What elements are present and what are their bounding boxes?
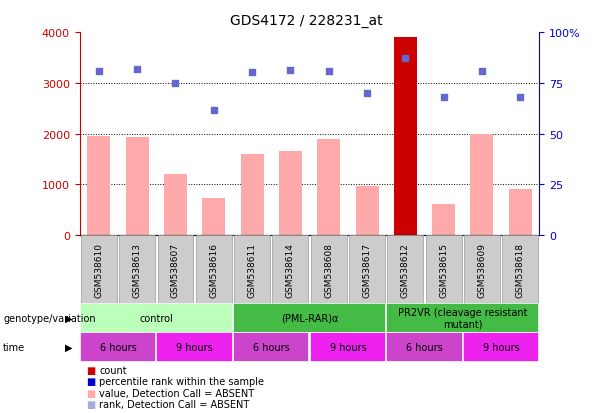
Text: GSM538614: GSM538614 xyxy=(286,242,295,297)
Text: 9 hours: 9 hours xyxy=(330,342,366,352)
Point xyxy=(209,108,219,114)
Text: 6 hours: 6 hours xyxy=(253,342,289,352)
Text: count: count xyxy=(99,365,127,375)
Bar xyxy=(279,152,302,235)
Bar xyxy=(394,38,417,235)
Text: 9 hours: 9 hours xyxy=(177,342,213,352)
Text: ■: ■ xyxy=(86,399,95,409)
Bar xyxy=(471,135,493,235)
Text: 6 hours: 6 hours xyxy=(406,342,443,352)
Text: GSM538608: GSM538608 xyxy=(324,242,333,297)
Text: ▶: ▶ xyxy=(65,313,72,323)
Point xyxy=(286,68,295,74)
Text: GSM538617: GSM538617 xyxy=(362,242,371,297)
Bar xyxy=(126,138,149,235)
Text: value, Detection Call = ABSENT: value, Detection Call = ABSENT xyxy=(99,388,254,398)
Text: rank, Detection Call = ABSENT: rank, Detection Call = ABSENT xyxy=(99,399,249,409)
Text: ▶: ▶ xyxy=(65,342,72,352)
Text: 6 hours: 6 hours xyxy=(100,342,136,352)
Point xyxy=(170,81,180,88)
Text: GSM538610: GSM538610 xyxy=(94,242,104,297)
Text: GSM538609: GSM538609 xyxy=(478,242,487,297)
Point xyxy=(439,94,449,101)
Text: ■: ■ xyxy=(86,376,95,386)
Text: ■: ■ xyxy=(86,388,95,398)
Text: GDS4172 / 228231_at: GDS4172 / 228231_at xyxy=(230,14,383,28)
Text: GSM538615: GSM538615 xyxy=(439,242,448,297)
Text: GSM538611: GSM538611 xyxy=(248,242,257,297)
Text: ■: ■ xyxy=(86,365,95,375)
Point xyxy=(132,66,142,73)
Point xyxy=(94,69,104,75)
Bar xyxy=(432,204,455,235)
Text: 9 hours: 9 hours xyxy=(483,342,519,352)
Point xyxy=(324,69,333,75)
Text: GSM538616: GSM538616 xyxy=(209,242,218,297)
Text: genotype/variation: genotype/variation xyxy=(3,313,96,323)
Bar xyxy=(202,199,226,235)
Bar xyxy=(87,137,110,235)
Point xyxy=(516,94,525,101)
Point xyxy=(400,55,410,62)
Text: PR2VR (cleavage resistant
mutant): PR2VR (cleavage resistant mutant) xyxy=(398,307,528,329)
Text: (PML-RAR)α: (PML-RAR)α xyxy=(281,313,338,323)
Bar xyxy=(356,187,379,235)
Text: GSM538612: GSM538612 xyxy=(401,242,410,297)
Text: percentile rank within the sample: percentile rank within the sample xyxy=(99,376,264,386)
Bar xyxy=(318,139,340,235)
Bar xyxy=(509,190,531,235)
Point xyxy=(247,70,257,76)
Text: GSM538613: GSM538613 xyxy=(132,242,142,297)
Text: GSM538607: GSM538607 xyxy=(171,242,180,297)
Point xyxy=(477,68,487,75)
Text: GSM538618: GSM538618 xyxy=(516,242,525,297)
Text: control: control xyxy=(139,313,173,323)
Point xyxy=(362,91,372,97)
Bar xyxy=(240,154,264,235)
Text: time: time xyxy=(3,342,25,352)
Bar xyxy=(164,175,187,235)
